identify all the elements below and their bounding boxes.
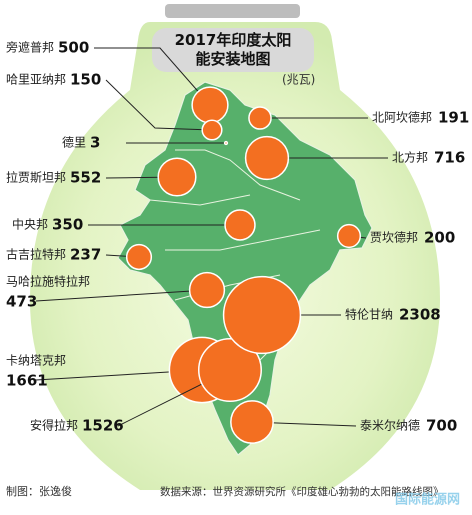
region-value: 716 bbox=[434, 149, 465, 167]
source: 数据来源：世界资源研究所《印度雄心勃勃的太阳能路线图》 bbox=[160, 485, 444, 498]
bubble bbox=[197, 337, 263, 403]
region-value: 552 bbox=[70, 169, 101, 187]
region-name: 拉贾斯坦邦 bbox=[6, 170, 66, 185]
region-value: 700 bbox=[426, 417, 457, 435]
bubble bbox=[224, 209, 256, 241]
bubble bbox=[222, 275, 302, 355]
region-name: 旁遮普邦 bbox=[6, 40, 54, 55]
region-value: 473 bbox=[6, 293, 37, 311]
bubble bbox=[336, 223, 362, 249]
region-name: 德里 bbox=[62, 135, 86, 150]
bubble bbox=[201, 119, 223, 141]
region-name: 古吉拉特邦 bbox=[6, 247, 66, 262]
region-name: 马哈拉施特拉邦 bbox=[6, 274, 90, 289]
bubble bbox=[230, 400, 274, 444]
region-value: 150 bbox=[70, 71, 101, 89]
bubble bbox=[248, 106, 272, 130]
bubble bbox=[191, 86, 229, 124]
region-name: 卡纳塔克邦 bbox=[6, 354, 66, 368]
region-name: 哈里亚纳邦 bbox=[6, 73, 66, 87]
watermark: 国际能源网 bbox=[395, 492, 460, 508]
region-name: 北阿坎德邦 bbox=[372, 110, 432, 125]
region-name: 贾坎德邦 bbox=[370, 230, 418, 245]
leader-line bbox=[35, 289, 208, 302]
leader-line bbox=[105, 79, 213, 131]
bubbles-layer: 旁遮普邦 500 哈里亚纳邦 150 德里 3 拉贾斯坦邦 552 中央邦 350 古吉拉特邦 237… bbox=[6, 39, 469, 444]
state-borders bbox=[149, 149, 321, 386]
bulb-cap bbox=[165, 4, 300, 18]
region-name: 中央邦 bbox=[12, 217, 48, 232]
bubble bbox=[244, 135, 290, 181]
region-value: 237 bbox=[70, 246, 101, 264]
region-name: 特伦甘纳 bbox=[345, 307, 393, 322]
region-value: 191 bbox=[438, 109, 469, 127]
region-value: 1661 bbox=[6, 372, 48, 390]
title: 2017年印度太阳能安装地图 bbox=[174, 31, 292, 68]
region-value: 1526 bbox=[82, 417, 124, 435]
title-box bbox=[152, 28, 314, 72]
region-value: 200 bbox=[424, 229, 455, 247]
region-name: 安得拉邦 bbox=[30, 418, 78, 433]
bubble bbox=[125, 243, 153, 271]
unit: (兆瓦) bbox=[282, 73, 315, 87]
bubble bbox=[223, 140, 229, 146]
region-name: 北方邦 bbox=[392, 150, 428, 165]
leader-line bbox=[94, 47, 211, 106]
region-value: 500 bbox=[58, 39, 89, 57]
region-value: 3 bbox=[90, 134, 100, 152]
region-value: 350 bbox=[52, 216, 83, 234]
credit: 制图：张逸俊 bbox=[6, 484, 72, 498]
title-holder: 2017年印度太阳能安装地图 bbox=[174, 31, 292, 68]
bubble bbox=[188, 271, 226, 309]
region-value: 2308 bbox=[399, 306, 441, 324]
bubble bbox=[157, 157, 197, 197]
region-name: 泰米尔纳德 bbox=[360, 418, 420, 433]
